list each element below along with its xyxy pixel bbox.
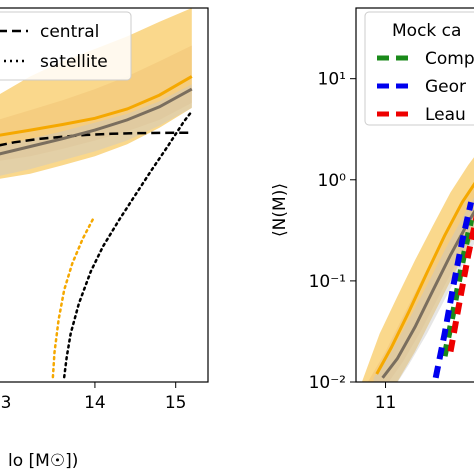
right-x-tick-label: 11: [375, 393, 397, 413]
legend-label-geor: Geor: [425, 77, 466, 97]
left-x-tick-label-partial: 3: [1, 393, 12, 413]
left-series-line-3: [0, 87, 193, 156]
legend-label-satellite: satellite: [40, 52, 108, 72]
right-band-2: [373, 197, 474, 382]
left-x-tick-label: 14: [84, 393, 106, 413]
left-x-tick-label: 15: [165, 393, 187, 413]
right-chart-panel: 10⁻² 10⁻¹ 10⁰ 10¹ 11 ⟨N(M)⟩ Mock ca Comp Geo…: [270, 7, 474, 413]
left-band-1: [0, 45, 192, 161]
right-y-tick-label: 10⁻¹: [309, 272, 346, 292]
right-y-tick-label: 10¹: [318, 70, 346, 90]
right-series-line-leau: [447, 214, 474, 353]
right-axes-frame: [355, 7, 474, 383]
right-band-0: [361, 157, 474, 382]
left-legend-box: [0, 11, 132, 81]
legend-label-comp: Comp: [425, 49, 474, 69]
right-y-tick-label: 10⁻²: [309, 373, 346, 393]
right-series-line-geor: [432, 201, 474, 379]
left-x-ticks: 14 15 3: [1, 382, 187, 413]
left-series-line-4: [0, 75, 193, 137]
left-axes-frame: [0, 7, 209, 383]
right-series-line-1: [375, 181, 474, 375]
right-legend-title: Mock ca: [392, 21, 461, 41]
right-y-axis-label: ⟨N(M)⟩: [270, 183, 290, 237]
right-y-tick-label: 10⁰: [318, 171, 347, 191]
legend-label-central: central: [40, 22, 99, 42]
left-series-line-central: [0, 131, 192, 147]
left-legend: central satellite: [0, 11, 132, 81]
right-axis-ticks: 10⁻² 10⁻¹ 10⁰ 10¹ 11: [309, 70, 397, 413]
right-series-line-comp: [441, 219, 474, 357]
legend-label-leau: Leau: [425, 105, 466, 125]
right-legend: Mock ca Comp Geor Leau: [364, 11, 474, 126]
left-series-line-satellite: [62, 110, 194, 379]
left-plot-area: [0, 8, 194, 379]
right-legend-box: [364, 11, 474, 126]
left-x-axis-label: lo [M☉]): [8, 451, 78, 471]
right-plot-area: [361, 157, 474, 382]
left-series-line-2: [51, 217, 95, 379]
left-chart-panel: 14 15 3 lo [M☉]) central satellite: [0, 7, 209, 471]
left-band-0: [0, 8, 192, 179]
